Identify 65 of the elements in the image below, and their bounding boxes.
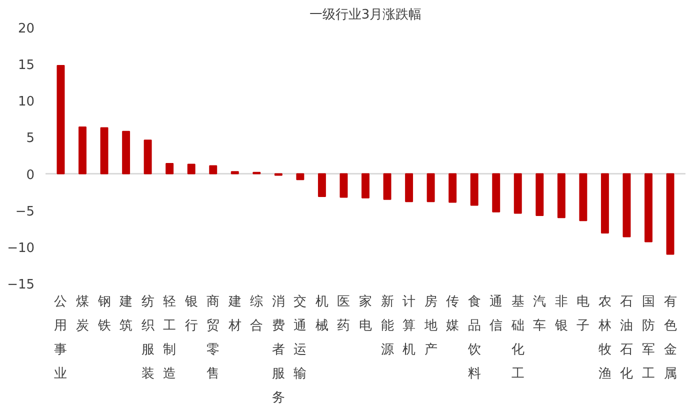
x-tick-label: 汽车 <box>533 294 546 334</box>
bar <box>470 173 478 206</box>
bar <box>536 173 544 216</box>
y-tick-label: 10 <box>18 94 35 110</box>
x-tick-label: 轻工制造 <box>163 294 176 382</box>
x-tick-label: 传媒 <box>446 294 460 334</box>
bar <box>296 173 304 180</box>
bar <box>340 173 348 198</box>
x-tick-label: 电子 <box>576 294 590 334</box>
x-tick-label: 通信 <box>490 294 503 334</box>
bar <box>56 65 65 174</box>
x-tick-label: 基础化工 <box>510 294 524 382</box>
bar <box>405 173 414 202</box>
x-tick-label: 钢铁 <box>96 294 111 334</box>
x-tick-label: 机械 <box>315 294 328 334</box>
x-tick-label: 建筑 <box>118 294 133 334</box>
x-tick-label: 食品饮料 <box>466 294 481 382</box>
bar <box>622 173 631 238</box>
y-tick-label: −10 <box>7 240 35 256</box>
x-tick-label: 房地产 <box>423 294 438 358</box>
chart-title: 一级行业3月涨跌幅 <box>309 8 422 22</box>
bar <box>448 173 457 203</box>
bar <box>78 126 86 174</box>
y-tick-label: −5 <box>15 204 35 220</box>
bar <box>100 127 108 174</box>
x-tick-label: 煤炭 <box>76 294 90 334</box>
x-tick-label: 纺织服装 <box>141 294 154 382</box>
x-tick-label: 计算机 <box>402 294 416 358</box>
x-tick-label: 交通运输 <box>294 294 307 382</box>
y-tick-label: −15 <box>7 278 35 292</box>
bar <box>209 165 218 174</box>
x-tick-label: 国防军工 <box>642 294 655 382</box>
bar <box>122 130 130 174</box>
y-tick-label: 5 <box>26 131 35 146</box>
y-tick-label: 15 <box>18 58 35 74</box>
x-tick-label: 综合 <box>250 294 264 334</box>
bar <box>514 173 522 214</box>
bar <box>166 163 174 174</box>
y-tick-label: 20 <box>18 22 35 36</box>
bar <box>492 173 500 212</box>
bar <box>644 173 652 242</box>
bar <box>426 173 435 202</box>
bar <box>144 140 152 174</box>
bar <box>557 173 566 218</box>
x-tick-label: 石油石化 <box>620 294 634 382</box>
x-tick-label: 非银 <box>554 294 568 334</box>
bar <box>318 173 326 197</box>
bar <box>187 164 196 174</box>
x-tick-label: 家电 <box>359 294 372 334</box>
x-tick-label: 消费者服务 <box>272 294 285 406</box>
x-tick-label: 公用事业 <box>54 294 68 382</box>
x-tick-label: 医药 <box>337 294 350 334</box>
x-tick-label: 银行 <box>184 294 198 334</box>
bar <box>600 173 609 234</box>
bar <box>579 173 588 222</box>
x-tick-label: 有色金属 <box>664 294 677 382</box>
x-tick-label: 商贸零售 <box>206 294 220 382</box>
y-tick-label: 0 <box>26 168 35 183</box>
x-tick-label: 建材 <box>227 294 242 334</box>
x-tick-label: 新能源 <box>380 294 394 358</box>
bar <box>230 171 239 174</box>
bar <box>362 173 370 198</box>
x-tick-label: 农林牧渔 <box>597 294 612 382</box>
bar <box>666 173 674 255</box>
bar <box>383 173 392 200</box>
